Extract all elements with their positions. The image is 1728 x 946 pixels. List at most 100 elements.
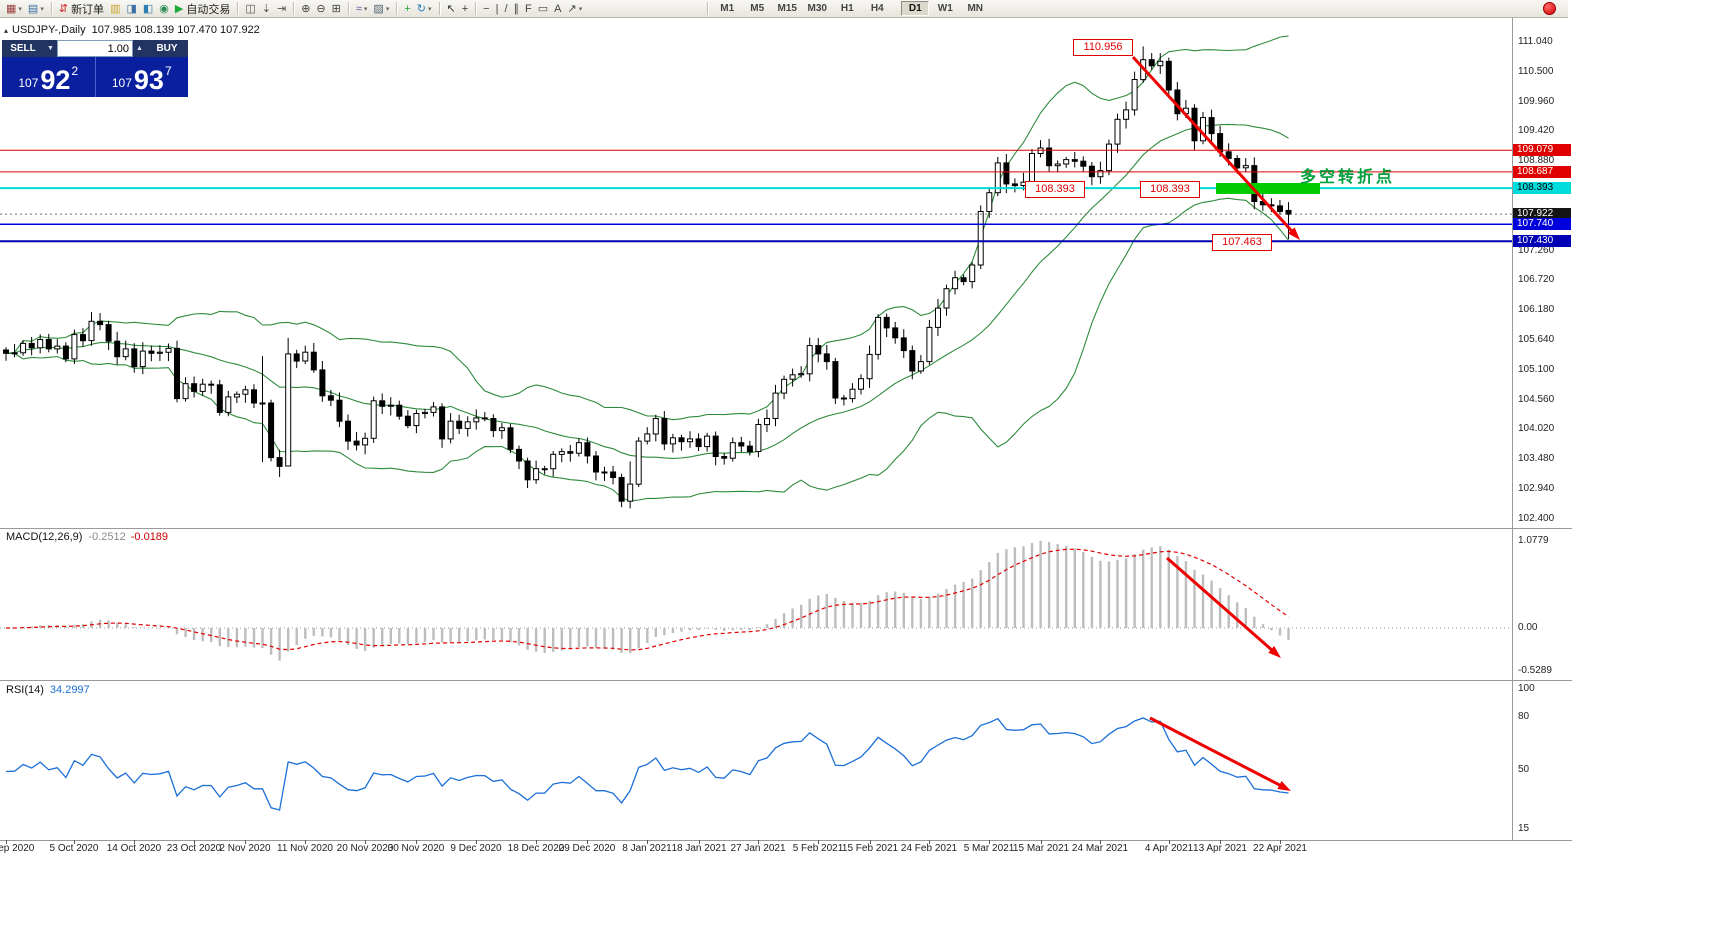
one-click-top-row: SELL ▼ ▲ BUY: [2, 40, 188, 57]
order-refresh-group: + ↻ ▾: [401, 0, 434, 18]
timeframe-m1[interactable]: M1: [720, 3, 735, 14]
hline-tool-button-icon: −: [483, 2, 490, 15]
candles-mode-button[interactable]: ◫: [242, 1, 258, 17]
volume-input[interactable]: [58, 41, 132, 56]
panel-separator[interactable]: [0, 680, 1572, 681]
toolbar-separator: [293, 2, 295, 15]
autoscroll-button-icon: ⇣: [261, 2, 271, 15]
alert-icon[interactable]: [1543, 2, 1556, 15]
autotrading-button-label: 自动交易: [186, 3, 231, 16]
vline-tool-button[interactable]: |: [493, 1, 502, 17]
panel-separator[interactable]: [0, 528, 1572, 529]
navigator-button[interactable]: ◉: [156, 1, 172, 17]
timeframe-d1[interactable]: D1: [901, 1, 930, 16]
market-watch-button[interactable]: ◧: [140, 1, 156, 17]
vline-tool-button-icon: |: [495, 2, 499, 15]
sell-price-button[interactable]: 107 92 2: [2, 57, 96, 97]
buy-price-button[interactable]: 107 93 7: [96, 57, 189, 97]
fibonacci-tool-button[interactable]: F: [522, 1, 535, 17]
chart-collapse-icon[interactable]: ▴: [4, 26, 9, 35]
macd-indicator-title: MACD(12,26,9) -0.2512 -0.0189: [6, 531, 168, 543]
zoom-in-button-icon: ⊕: [301, 2, 311, 15]
autotrading-button[interactable]: ▶ 自动交易: [172, 1, 233, 17]
zoom-group: ⊕ ⊖ ⊞: [298, 0, 344, 18]
sell-price-prefix: 107: [18, 76, 39, 90]
cursor-button[interactable]: ↖: [444, 1, 459, 17]
date-axis-label: 23 Sep 2020: [0, 843, 35, 854]
indicators-button[interactable]: ≈ ▾: [353, 1, 371, 17]
date-axis-label: 13 Apr 2021: [1193, 843, 1247, 854]
chart-shift-button[interactable]: ⇥: [274, 1, 289, 17]
rsi-indicator-title: RSI(14) 34.2997: [6, 684, 90, 696]
channel-tool-button-icon: ∥: [513, 2, 520, 15]
history-center-button[interactable]: ▥: [107, 1, 123, 17]
timeframe-h1[interactable]: H1: [840, 3, 854, 14]
timeframe-m15[interactable]: M15: [777, 3, 797, 14]
timeframe-m30[interactable]: M30: [807, 3, 827, 14]
date-axis-label: 30 Nov 2020: [387, 843, 445, 854]
new-chart-button[interactable]: ▦ ▾: [3, 1, 25, 17]
trend-arrow[interactable]: [1149, 716, 1286, 790]
refresh-button[interactable]: ↻ ▾: [414, 1, 435, 17]
templates-button[interactable]: ▨ ▾: [370, 1, 392, 17]
shapes-tool-button-icon: ▭: [537, 2, 549, 15]
sell-button[interactable]: SELL: [2, 40, 44, 57]
autoscroll-button[interactable]: ⇣: [259, 1, 274, 17]
date-axis-label: 5 Feb 2021: [792, 843, 844, 854]
chart-annotations[interactable]: [1131, 55, 1320, 240]
hline-tool-button[interactable]: −: [480, 1, 492, 17]
date-axis-label: 18 Dec 2020: [507, 843, 565, 854]
date-axis-label: 11 Nov 2020: [277, 843, 333, 854]
date-axis-label: 14 Oct 2020: [106, 843, 162, 854]
new-order-button-icon: ⇵: [58, 2, 69, 15]
date-axis-label: 15 Feb 2021: [841, 843, 899, 854]
news-button[interactable]: ◨: [123, 1, 139, 17]
tile-windows-button[interactable]: ⊞: [329, 1, 344, 17]
date-axis-label: 15 Mar 2021: [1012, 843, 1070, 854]
zoom-out-button[interactable]: ⊖: [313, 1, 328, 17]
text-tool-button[interactable]: A: [551, 1, 564, 17]
market-watch-button-icon: ◧: [142, 2, 154, 15]
horizontal-level-lines[interactable]: [0, 149, 1512, 243]
arrows-tool-button[interactable]: ↗ ▾: [565, 1, 586, 17]
channel-tool-button[interactable]: ∥: [511, 1, 523, 17]
timeframe-group: M1 M5 M15 M30 H1 H4 D1 W1 MN: [712, 0, 990, 18]
new-chart-button-caret-icon: ▾: [18, 5, 22, 13]
trend-arrow[interactable]: [1166, 556, 1277, 655]
date-axis-label: 24 Mar 2021: [1071, 843, 1129, 854]
volume-stepper[interactable]: ▲: [133, 40, 146, 57]
quick-order-button[interactable]: +: [401, 1, 413, 17]
date-axis-label: 18 Jan 2021: [671, 843, 727, 854]
timeframe-w1[interactable]: W1: [937, 3, 953, 14]
price-chart-canvas[interactable]: [0, 18, 1572, 528]
profiles-button[interactable]: ▤ ▾: [25, 1, 47, 17]
timeframe-h4[interactable]: H4: [870, 3, 884, 14]
highlight-zone-rect[interactable]: [1216, 183, 1320, 194]
toolbar-separator: [396, 2, 398, 15]
macd-histogram: [13, 540, 1290, 661]
timeframe-m5[interactable]: M5: [750, 3, 765, 14]
buy-button[interactable]: BUY: [146, 40, 188, 57]
shapes-tool-button[interactable]: ▭: [535, 1, 551, 17]
trendline-tool-button[interactable]: /: [501, 1, 510, 17]
zoom-in-button[interactable]: ⊕: [298, 1, 313, 17]
date-axis-label: 8 Jan 2021: [622, 843, 672, 854]
new-order-button[interactable]: ⇵ 新订单: [56, 1, 107, 17]
candles-series: [3, 46, 1292, 509]
axis-separator: [0, 840, 1572, 841]
candles-mode-button-icon: ◫: [245, 2, 256, 15]
draw-group: − | / ∥ F ▭ A ↗ ▾: [480, 0, 585, 18]
macd-panel-canvas[interactable]: [0, 528, 1572, 680]
date-axis-label: 27 Jan 2021: [730, 843, 786, 854]
crosshair-button[interactable]: +: [459, 1, 471, 17]
rsi-panel-canvas[interactable]: [0, 680, 1572, 840]
timeframe-mn[interactable]: MN: [967, 3, 984, 14]
volume-preset-dropdown[interactable]: ▼: [44, 40, 57, 57]
ohlc-values: 107.985 108.139 107.470 107.922: [91, 24, 260, 36]
trend-arrow[interactable]: [1131, 55, 1297, 236]
arrows-tool-button-icon: ↗: [567, 2, 577, 15]
date-axis-label: 9 Dec 2020: [450, 843, 502, 854]
macd-main-value: -0.2512: [88, 531, 126, 543]
rsi-value: 34.2997: [49, 684, 90, 696]
